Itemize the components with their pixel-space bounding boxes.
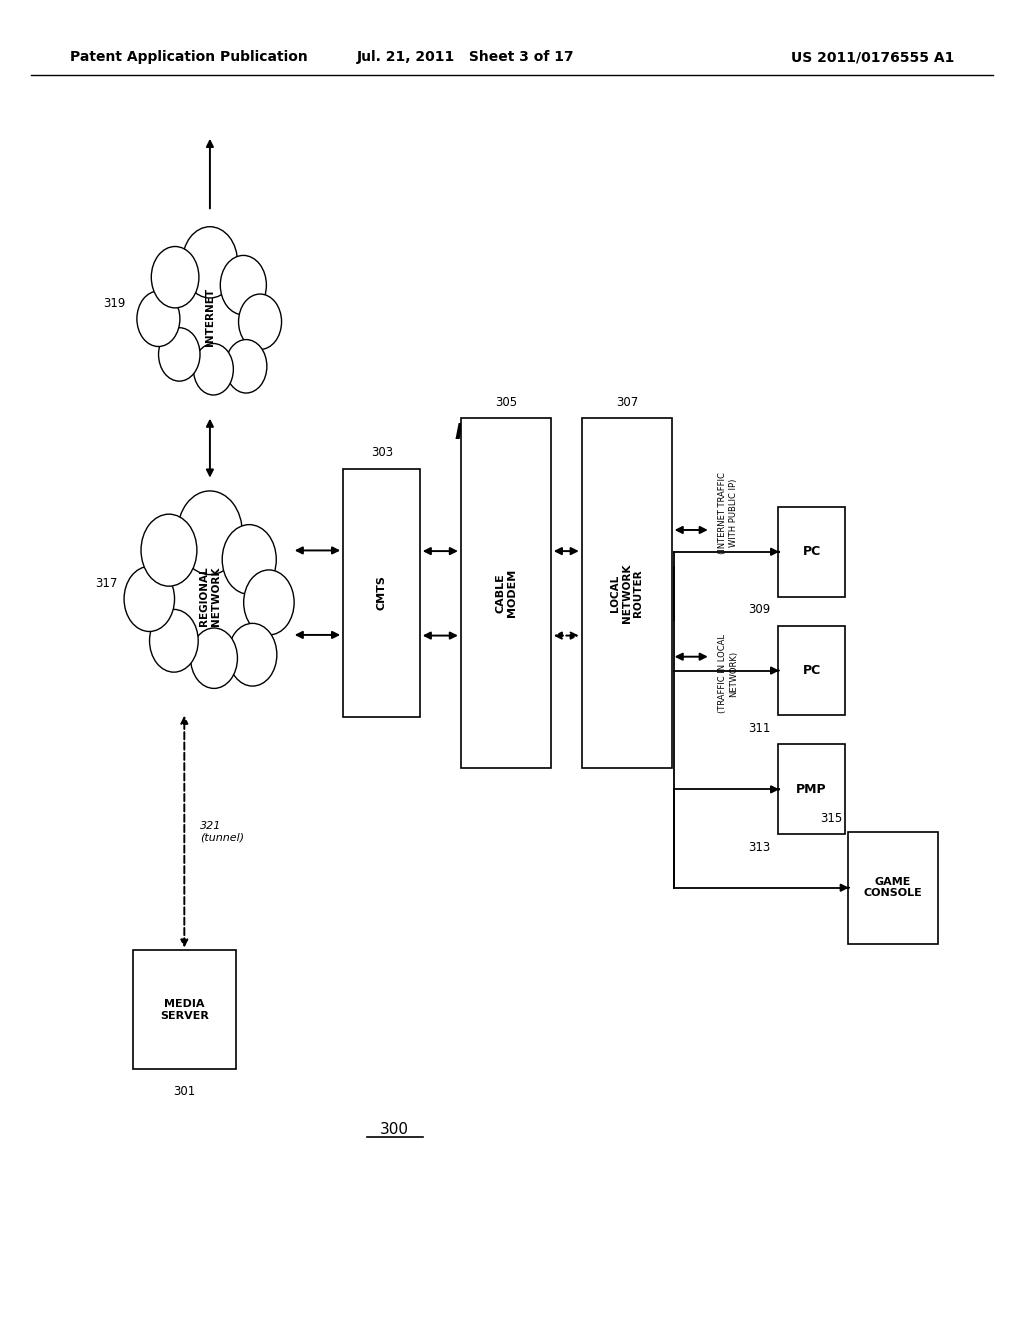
Text: LOCAL
NETWORK
ROUTER: LOCAL NETWORK ROUTER [610,564,643,623]
Text: 319: 319 [103,297,126,310]
Text: 307: 307 [616,396,639,409]
Text: FIG. 3: FIG. 3 [455,422,528,444]
Text: INTERNET: INTERNET [205,288,215,346]
Bar [778,626,845,715]
Text: (TRAFFIC IN LOCAL
NETWORK): (TRAFFIC IN LOCAL NETWORK) [719,635,737,713]
Bar [848,832,938,944]
Text: US 2011/0176555 A1: US 2011/0176555 A1 [791,50,954,65]
Text: 315: 315 [820,812,843,825]
Text: 300: 300 [380,1122,409,1138]
Text: REGIONAL
NETWORK: REGIONAL NETWORK [199,566,221,627]
Text: Patent Application Publication: Patent Application Publication [70,50,307,65]
Text: PC: PC [803,545,820,558]
Text: 321
(tunnel): 321 (tunnel) [200,821,244,842]
Bar [778,507,845,597]
Text: PMP: PMP [797,783,826,796]
Text: CABLE
MODEM: CABLE MODEM [495,569,517,618]
Bar [461,418,551,768]
Bar [778,744,845,834]
Text: 301: 301 [173,1085,196,1098]
Bar [582,418,672,768]
Text: GAME
CONSOLE: GAME CONSOLE [863,876,923,899]
Text: (INTERNET TRAFFIC
WITH PUBLIC IP): (INTERNET TRAFFIC WITH PUBLIC IP) [719,473,737,554]
Text: 313: 313 [748,841,770,854]
Text: 311: 311 [748,722,770,735]
Text: 309: 309 [748,603,770,616]
Bar [343,469,420,717]
Text: Jul. 21, 2011   Sheet 3 of 17: Jul. 21, 2011 Sheet 3 of 17 [357,50,574,65]
Text: PC: PC [803,664,820,677]
Text: 303: 303 [371,446,393,459]
Text: 317: 317 [95,577,118,590]
Text: MEDIA
SERVER: MEDIA SERVER [160,999,209,1020]
Text: CMTS: CMTS [377,576,386,610]
Text: 305: 305 [496,396,518,409]
Bar [133,950,236,1069]
